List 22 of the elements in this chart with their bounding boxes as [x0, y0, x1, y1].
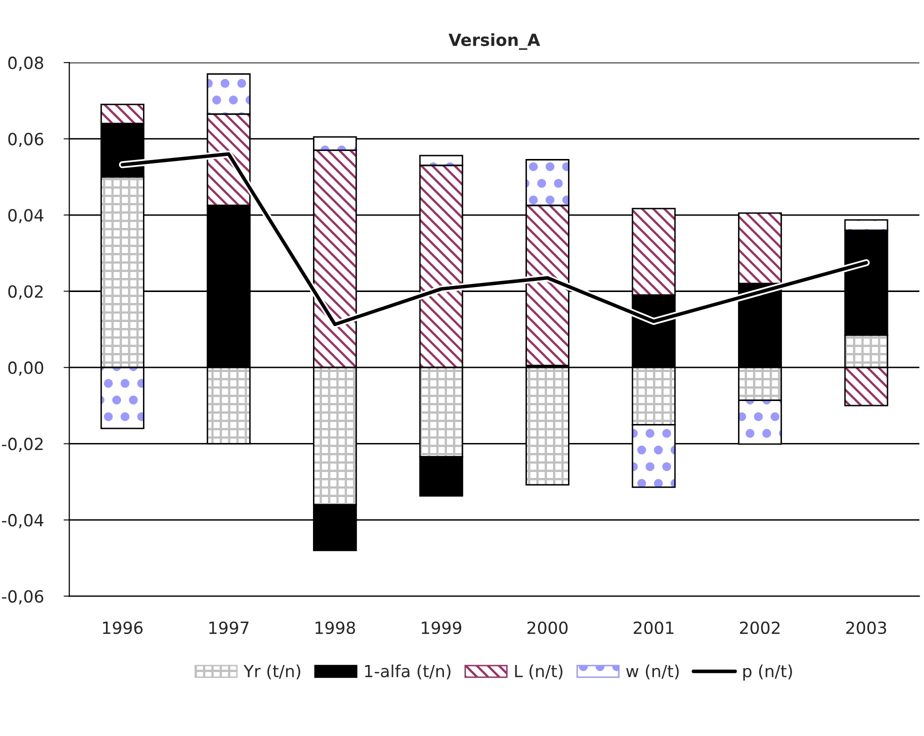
y-tick-label: 0,04	[8, 208, 44, 224]
chart-title: Version_A	[448, 33, 540, 50]
x-tick-label: 2002	[740, 621, 780, 634]
x-tick-label: 2000	[527, 621, 568, 634]
legend-label: L (n/t)	[515, 664, 562, 680]
x-tick-label: 1999	[422, 621, 462, 634]
x-tick-label: 1998	[316, 621, 356, 634]
legend-label: Yr (t/n)	[244, 664, 300, 680]
y-tick-label: 0,08	[8, 56, 44, 71]
y-tick-label: -0,06	[2, 590, 44, 604]
y-tick-label: 0,00	[8, 361, 44, 376]
x-tick-label: 1996	[103, 621, 143, 634]
x-tick-label: 2001	[634, 621, 674, 634]
legend-label: w (n/t)	[626, 664, 679, 680]
legend-label: 1-alfa (t/n)	[365, 664, 450, 680]
y-tick-label: 0,02	[8, 285, 43, 300]
y-tick-label: -0,04	[2, 514, 44, 528]
y-tick-label: -0,02	[2, 438, 43, 452]
x-tick-label: 2003	[846, 621, 886, 634]
y-tick-label: 0,06	[8, 132, 44, 148]
legend-label: p (n/t)	[743, 664, 792, 681]
x-tick-label: 1997	[209, 621, 248, 634]
